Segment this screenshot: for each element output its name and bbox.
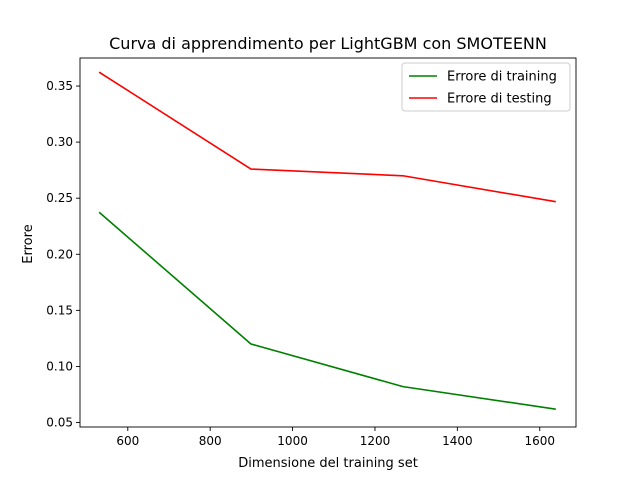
legend-label-0: Errore di training	[447, 70, 557, 85]
y-tick-label: 0.30	[46, 135, 73, 149]
x-axis-label: Dimensione del training set	[238, 456, 418, 471]
plot-area: 600 800 1000 1200 1400 1600 0.05 0.10 0.15 0.20 0.…	[46, 57, 577, 448]
y-tick-label: 0.25	[46, 191, 73, 205]
chart-title: Curva di apprendimento per LightGBM con …	[109, 34, 547, 53]
series-line-0	[98, 211, 556, 410]
legend-box	[401, 62, 571, 112]
y-tick-label: 0.10	[46, 359, 73, 373]
axes-frame	[79, 57, 577, 428]
x-tick-label: 600	[116, 434, 139, 448]
x-tick-label: 1400	[442, 434, 473, 448]
x-tick-label: 1600	[524, 434, 555, 448]
y-tick-label: 0.05	[46, 416, 73, 430]
y-tick-label: 0.20	[46, 247, 73, 261]
x-tick-label: 1000	[277, 434, 308, 448]
y-axis-label: Errore	[21, 224, 36, 263]
y-tick-label: 0.15	[46, 303, 73, 317]
legend-label-1: Errore di testing	[447, 92, 552, 107]
y-tick-label: 0.35	[46, 79, 73, 93]
x-tick-label: 800	[199, 434, 222, 448]
series-line-1	[98, 71, 556, 203]
x-tick-label: 1200	[360, 434, 391, 448]
